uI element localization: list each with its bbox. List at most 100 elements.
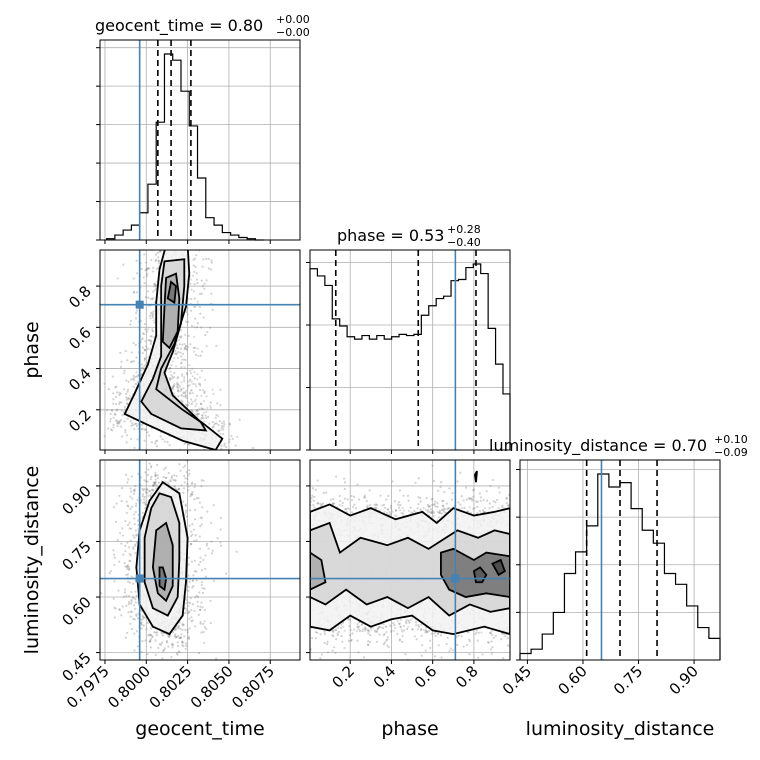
scatter-point	[202, 417, 205, 420]
scatter-point	[203, 287, 206, 290]
scatter-point	[119, 392, 122, 395]
scatter-point	[331, 649, 334, 652]
scatter-point	[209, 621, 212, 624]
scatter-point	[222, 428, 225, 431]
scatter-point	[176, 347, 180, 350]
scatter-point	[193, 326, 196, 329]
scatter-point	[192, 579, 195, 582]
scatter-point	[120, 360, 123, 363]
scatter-point	[241, 464, 243, 466]
scatter-point	[293, 643, 295, 645]
scatter-point	[349, 628, 352, 631]
scatter-point	[223, 442, 226, 445]
scatter-point	[375, 640, 379, 644]
scatter-point	[481, 509, 485, 512]
scatter-point	[184, 245, 186, 247]
scatter-point	[162, 475, 165, 479]
scatter-point	[170, 241, 172, 243]
scatter-point	[465, 498, 469, 501]
scatter-point	[491, 505, 494, 509]
scatter-point	[411, 628, 414, 631]
scatter-point	[439, 512, 442, 515]
scatter-point	[479, 496, 483, 499]
scatter-point	[470, 498, 473, 501]
scatter-point	[213, 422, 217, 425]
scatter-point	[170, 643, 174, 647]
title-geocent-time: geocent_time = 0.80	[95, 16, 263, 36]
scatter-point	[340, 634, 343, 638]
scatter-point	[127, 611, 130, 614]
scatter-point	[432, 480, 435, 483]
scatter-point	[417, 624, 420, 627]
scatter-point	[187, 401, 191, 404]
scatter-point	[492, 636, 495, 639]
scatter-point	[130, 424, 133, 427]
scatter-point	[227, 441, 231, 444]
scatter-point	[168, 635, 171, 639]
scatter-point	[513, 498, 515, 500]
scatter-point	[132, 547, 135, 550]
scatter-point	[387, 645, 390, 649]
scatter-point	[135, 382, 138, 385]
scatter-point	[198, 608, 202, 612]
scatter-point	[140, 366, 144, 369]
scatter-point	[176, 377, 179, 380]
scatter-point	[358, 625, 361, 628]
scatter-point	[176, 376, 180, 379]
scatter-point	[157, 256, 160, 259]
scatter-point	[425, 497, 428, 500]
scatter-point	[166, 640, 169, 643]
scatter-point	[443, 507, 446, 510]
scatter-point	[425, 629, 428, 633]
scatter-point	[177, 246, 179, 248]
scatter-point	[216, 402, 219, 405]
scatter-point	[346, 498, 349, 501]
scatter-point	[195, 385, 198, 388]
scatter-point	[481, 653, 484, 656]
scatter-point	[147, 494, 150, 497]
scatter-point	[441, 500, 444, 503]
scatter-point	[135, 424, 138, 428]
scatter-point	[174, 635, 178, 638]
scatter-point	[178, 244, 180, 246]
scatter-point	[203, 391, 206, 394]
scatter-point	[214, 454, 216, 456]
scatter-point	[204, 567, 207, 570]
scatter-point	[319, 503, 322, 506]
scatter-point	[127, 505, 130, 508]
scatter-point	[398, 638, 401, 641]
scatter-point	[210, 521, 213, 524]
scatter-point	[143, 281, 146, 285]
scatter-point	[198, 376, 201, 379]
scatter-point	[184, 333, 187, 337]
scatter-point	[180, 636, 183, 639]
scatter-point	[168, 205, 170, 207]
scatter-point	[193, 377, 196, 380]
scatter-point	[185, 609, 189, 612]
scatter-point	[157, 646, 160, 650]
scatter-point	[133, 488, 136, 491]
scatter-point	[154, 631, 157, 634]
scatter-point	[278, 640, 280, 642]
scatter-point	[384, 506, 387, 509]
scatter-point	[143, 616, 146, 619]
scatter-point	[358, 629, 362, 633]
scatter-point	[341, 640, 344, 644]
scatter-point	[193, 400, 197, 403]
scatter-point	[201, 416, 204, 419]
scatter-point	[399, 625, 402, 629]
scatter-point	[199, 383, 202, 386]
scatter-point	[517, 619, 519, 621]
scatter-point	[316, 502, 319, 505]
scatter-point	[154, 478, 157, 481]
scatter-point	[135, 533, 138, 536]
scatter-point	[302, 514, 304, 516]
scatter-point	[187, 589, 190, 592]
scatter-point	[391, 510, 394, 513]
scatter-point	[132, 489, 135, 492]
scatter-point	[132, 377, 135, 380]
scatter-point	[350, 498, 354, 502]
scatter-point	[211, 421, 214, 424]
scatter-point	[132, 277, 135, 280]
scatter-point	[151, 484, 154, 488]
